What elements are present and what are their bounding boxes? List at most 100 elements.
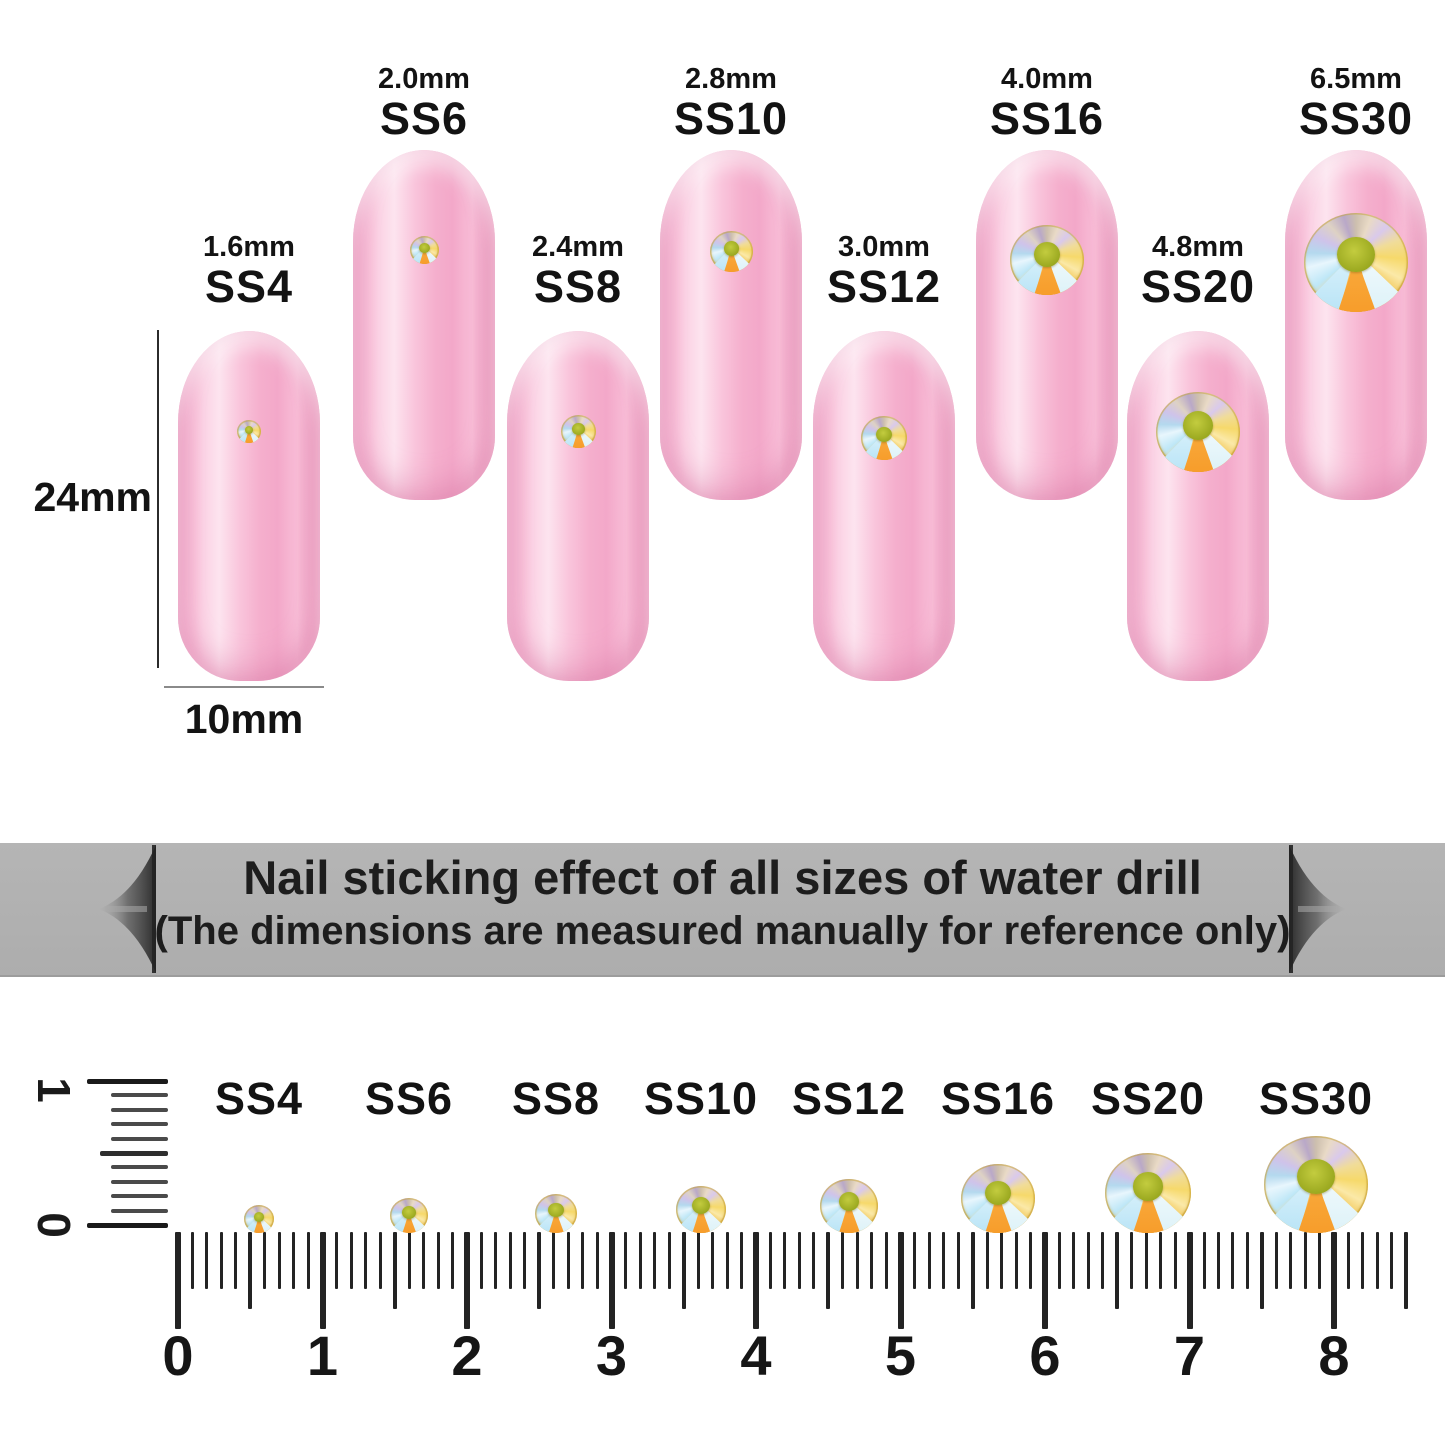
ruler-tick	[1014, 1232, 1018, 1289]
nail-size-label: 4.8mm SS20	[1088, 230, 1308, 309]
rhinestone-sample	[1264, 1136, 1368, 1233]
gem-facet-blue-icon	[238, 429, 249, 443]
stone-ss-code: SS8	[533, 261, 623, 312]
ruler-tick	[1274, 1232, 1278, 1289]
ruler-tick	[1000, 1232, 1004, 1289]
stone-ss-code: SS20	[1090, 1073, 1206, 1124]
ruler-number: 6	[1029, 1324, 1061, 1387]
stone-mm-size: 4.0mm	[1001, 63, 1093, 95]
stone-ss-code: SS4	[214, 1073, 304, 1124]
ruler-tick	[1115, 1232, 1120, 1309]
ruler-number: 0	[162, 1324, 194, 1387]
gem-table-facet	[419, 242, 430, 253]
ruler-tick	[927, 1232, 931, 1289]
ruler-tick	[508, 1232, 512, 1289]
stone-ss-code: SS10	[643, 1073, 759, 1124]
ruler-tick	[884, 1232, 888, 1289]
ruler-tick	[841, 1232, 845, 1289]
ruler-tick	[111, 1093, 168, 1097]
ruler-tick	[1072, 1232, 1076, 1289]
ruler-number: 7	[1173, 1324, 1206, 1387]
ruler-tick	[277, 1232, 281, 1289]
banner-subtitle: (The dimensions are measured manually fo…	[154, 909, 1291, 953]
nail-size-label: 6.5mm SS30	[1246, 62, 1445, 141]
ruler-tick	[552, 1232, 556, 1289]
banner: Nail sticking effect of all sizes of wat…	[0, 843, 1445, 977]
rhinestone-on-nail	[237, 420, 261, 443]
ruler-tick	[985, 1232, 989, 1289]
ruler-tick	[451, 1232, 455, 1289]
ruler-tick	[190, 1232, 194, 1289]
ruler-tick	[753, 1232, 759, 1329]
gem-table-facet	[572, 422, 585, 435]
ruler-tick	[100, 1151, 168, 1156]
ruler-tick	[956, 1232, 960, 1289]
banner-title: Nail sticking effect of all sizes of wat…	[243, 851, 1202, 904]
width-dimension-label: 10mm	[184, 696, 304, 742]
ruler-tick	[1375, 1232, 1379, 1289]
gem-table-facet	[1337, 236, 1375, 273]
ruler-tick	[292, 1232, 296, 1289]
ruler-tick	[111, 1137, 168, 1141]
fake-nail	[353, 150, 495, 500]
ruler-tick	[219, 1232, 223, 1289]
ruler-tick	[581, 1232, 585, 1289]
ruler-tick	[436, 1232, 440, 1289]
ruler-tick	[349, 1232, 353, 1289]
nail-size-label: 4.0mm SS16	[937, 62, 1157, 141]
left-arrow-decoration-icon	[99, 845, 156, 973]
gem-table-facet	[253, 1211, 265, 1222]
ruler-tick	[248, 1232, 253, 1309]
fake-nail	[813, 331, 955, 681]
ruler-tick	[913, 1232, 917, 1289]
vertical-ruler-number-0: 0	[28, 1212, 80, 1238]
ruler-tick	[111, 1209, 168, 1213]
rhinestone-sample	[1105, 1153, 1191, 1233]
vertical-ruler-number-1: 1	[28, 1077, 80, 1103]
gem-table-facet	[402, 1206, 416, 1219]
ruler-tick	[87, 1079, 168, 1084]
ruler-tick	[681, 1232, 686, 1309]
ruler-tick	[1029, 1232, 1032, 1289]
nail-size-label: 2.0mm SS6	[314, 62, 534, 141]
gem-table-facet	[875, 426, 893, 443]
ruler-tick	[740, 1232, 743, 1289]
ruler-tick	[797, 1232, 801, 1289]
stone-ss-code: SS16	[940, 1073, 1056, 1124]
rhinestone-sample	[961, 1164, 1035, 1233]
rhinestone-on-nail	[561, 415, 596, 448]
ruler-number: 2	[451, 1324, 483, 1387]
ruler-number: 1	[306, 1324, 339, 1387]
stone-ss-code: SS4	[204, 261, 294, 312]
ruler-tick	[111, 1194, 168, 1198]
stone-ss-code: SS30	[1298, 93, 1414, 144]
ruler-tick	[1347, 1232, 1350, 1289]
ruler-tick	[624, 1232, 628, 1289]
rhinestone-sample	[820, 1179, 878, 1233]
ruler-tick	[711, 1232, 715, 1289]
ruler-tick	[523, 1232, 527, 1289]
ruler-tick	[1231, 1232, 1235, 1289]
rhinestone-sample	[390, 1198, 428, 1233]
ruler-tick	[335, 1232, 339, 1289]
stone-mm-size: 3.0mm	[838, 231, 930, 263]
nail-size-label: 2.4mm SS8	[468, 230, 688, 309]
stone-ss-code: SS6	[379, 93, 469, 144]
gem-table-facet	[984, 1180, 1012, 1206]
ruler-tick	[537, 1232, 542, 1309]
ruler-tick	[970, 1232, 975, 1309]
ruler-tick	[638, 1232, 642, 1289]
ruler-tick	[1318, 1232, 1321, 1289]
ruler-tick	[725, 1232, 729, 1289]
stone-ss-code: SS30	[1258, 1073, 1374, 1124]
ruler-tick	[812, 1232, 816, 1289]
ruler-tick	[494, 1232, 498, 1289]
ruler-tick	[783, 1232, 787, 1289]
stone-ss-code: SS12	[791, 1073, 907, 1124]
ruler-tick	[1216, 1232, 1220, 1289]
ruler-tick	[111, 1165, 168, 1169]
ruler-tick	[566, 1232, 570, 1289]
ruler-tick	[234, 1232, 238, 1289]
ruler-tick	[696, 1232, 700, 1289]
